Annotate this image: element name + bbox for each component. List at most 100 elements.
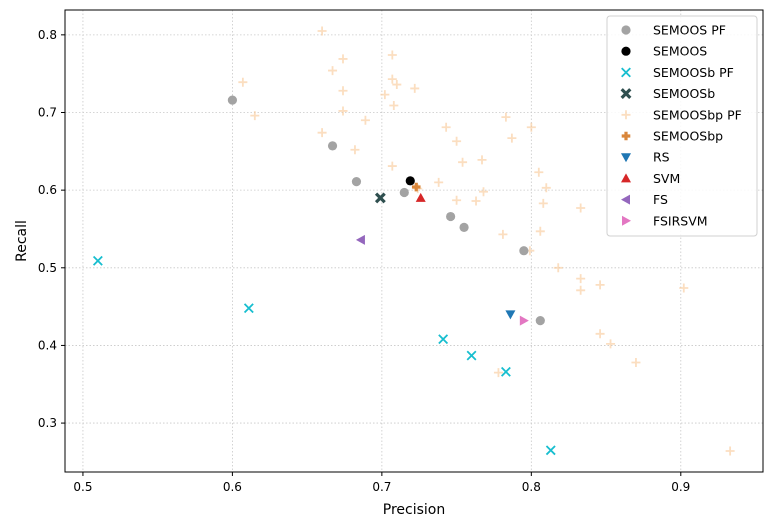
series-semoosbp	[411, 182, 421, 192]
legend-label: SEMOOS PF	[653, 23, 726, 38]
data-point	[606, 339, 616, 349]
y-tick-label: 0.5	[38, 261, 57, 275]
data-point	[389, 101, 399, 111]
legend-entry: SEMOOSbp	[621, 129, 723, 144]
data-point	[387, 74, 397, 84]
y-axis-title: Recall	[14, 220, 30, 262]
legend-entry: SEMOOS PF	[621, 23, 726, 38]
legend-marker	[621, 131, 631, 141]
legend-box	[606, 15, 758, 237]
data-point	[338, 106, 348, 116]
data-point	[415, 192, 426, 202]
data-point	[446, 211, 456, 222]
y-tick-label: 0.4	[38, 338, 57, 352]
data-point	[351, 177, 362, 187]
data-point	[538, 198, 548, 208]
data-point	[501, 112, 511, 122]
data-point	[725, 446, 735, 456]
data-point	[498, 229, 508, 239]
data-point	[238, 77, 248, 87]
data-point	[405, 176, 415, 186]
data-point	[374, 192, 386, 204]
y-tick-label: 0.6	[38, 183, 57, 197]
data-point	[380, 90, 390, 100]
data-point	[631, 358, 641, 368]
data-point	[493, 368, 503, 378]
data-point	[459, 222, 469, 233]
legend-marker	[621, 25, 631, 35]
data-point	[500, 366, 511, 377]
legend-label: SEMOOSb PF	[653, 65, 734, 80]
data-point	[458, 157, 468, 167]
x-tick-label: 0.7	[372, 480, 391, 494]
data-point	[441, 122, 451, 132]
data-point	[327, 141, 338, 151]
y-tick-label: 0.7	[38, 105, 57, 119]
data-point	[250, 111, 260, 121]
legend-entry: FSIRSVM	[622, 213, 708, 228]
data-point	[477, 155, 487, 165]
legend: SEMOOS PF SEMOOS SEMOOSb PF SEMOOSb SEMOOSbp…	[606, 15, 758, 237]
legend-entry: SVM	[621, 171, 680, 186]
data-point	[526, 122, 536, 132]
plot-frame	[64, 9, 764, 473]
data-point	[399, 187, 409, 198]
y-axis-ticks: 0.3 0.4 0.5 0.6 0.7 0.8	[38, 28, 65, 430]
data-point	[505, 310, 516, 320]
data-point	[466, 350, 477, 361]
data-point	[535, 226, 545, 236]
data-point	[535, 315, 545, 326]
data-point	[350, 145, 360, 155]
data-point	[576, 285, 586, 295]
legend-entry: SEMOOSb	[620, 86, 715, 101]
data-point	[338, 54, 348, 64]
legend-label: SEMOOSbp	[653, 129, 723, 144]
data-point	[541, 183, 551, 193]
legend-marker	[622, 215, 631, 226]
series-semoosb-pf	[92, 255, 556, 456]
data-point	[545, 445, 556, 456]
x-tick-label: 0.5	[73, 480, 92, 494]
x-tick-label: 0.8	[522, 480, 541, 494]
legend-label: SVM	[653, 171, 680, 186]
legend-entry: FS	[621, 192, 668, 207]
x-axis-title: Precision	[383, 502, 445, 518]
data-point	[595, 329, 605, 339]
data-point	[355, 234, 365, 245]
x-tick-label: 0.6	[223, 480, 242, 494]
series-semoosb	[374, 192, 386, 204]
legend-label: SEMOOSb	[653, 86, 715, 101]
x-tick-label: 0.9	[671, 480, 690, 494]
data-point	[553, 263, 563, 273]
data-point	[438, 334, 449, 345]
legend-marker	[621, 173, 631, 183]
data-point	[387, 161, 397, 171]
legend-marker	[621, 194, 630, 205]
legend-entry: SEMOOSb PF	[621, 65, 734, 80]
data-point	[360, 115, 370, 125]
data-point	[387, 50, 397, 60]
legend-label: SEMOOS	[653, 44, 707, 59]
legend-label: FS	[653, 192, 668, 207]
data-point	[576, 274, 586, 284]
legend-label: RS	[653, 150, 670, 165]
legend-marker	[621, 46, 631, 56]
legend-marker	[621, 67, 631, 78]
data-point	[338, 86, 348, 96]
data-points	[92, 26, 735, 456]
data-point	[434, 177, 444, 187]
data-point	[92, 255, 103, 266]
data-point	[317, 26, 327, 36]
data-point	[411, 182, 421, 192]
data-point	[243, 303, 254, 314]
legend-entry: RS	[621, 150, 670, 165]
series-semoos	[405, 176, 415, 186]
legend-entry: SEMOOSbp PF	[621, 107, 742, 122]
series-fs	[355, 234, 365, 245]
data-point	[507, 133, 517, 143]
data-point	[479, 187, 489, 197]
data-point	[595, 280, 605, 290]
series-svm	[415, 192, 426, 202]
legend-marker	[621, 110, 631, 120]
